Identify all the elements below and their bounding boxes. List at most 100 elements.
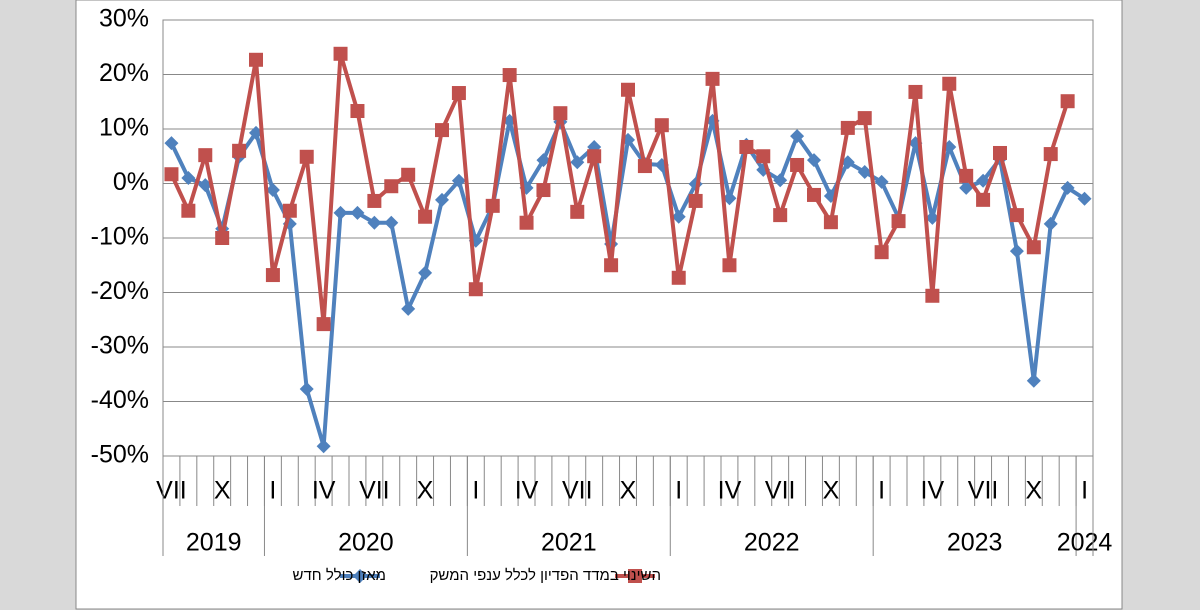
data-point [671,209,686,224]
x-tick-label: I [675,477,682,505]
data-point [282,203,297,218]
data-point [1077,191,1092,206]
data-point [316,439,331,454]
data-point [299,149,314,164]
series-line [169,51,1070,327]
x-tick-label: VII [562,477,593,505]
data-point [637,159,652,174]
data-point [621,82,635,97]
data-point [654,118,669,133]
y-tick-label: -50% [91,441,149,469]
data-point [384,215,399,230]
data-point [536,183,551,198]
data-point [942,76,957,91]
legend-marker [628,569,642,583]
data-point [350,205,365,220]
x-tick-label: VII [156,477,187,505]
year-label: 2020 [338,529,394,557]
data-point [739,139,754,154]
data-point [164,167,179,182]
data-point [1026,240,1041,255]
data-point [874,174,889,189]
data-point [705,71,720,86]
x-tick-label: X [620,477,637,505]
year-label: 2021 [541,529,597,557]
data-point [401,301,416,316]
data-point [722,258,737,273]
data-point [418,265,433,280]
data-point [570,155,585,170]
x-tick-label: IV [921,477,945,505]
y-tick-label: -40% [91,386,149,414]
x-tick-label: VII [359,477,390,505]
data-point [874,245,889,260]
chart-background [75,0,1123,610]
data-point [807,187,821,202]
data-point [790,157,805,172]
data-point [198,148,213,163]
data-point [536,153,551,168]
data-point [1043,147,1058,162]
data-point [1009,244,1024,259]
data-point [756,149,771,164]
x-tick-label: I [1081,477,1088,505]
data-point [265,268,280,283]
data-point [485,198,500,213]
year-label: 2022 [744,529,800,557]
legend-label: השינוי במדד הפדיון לכלל ענפי המשק [430,567,661,584]
data-point [891,214,906,229]
data-point [1043,216,1058,231]
data-point [435,123,449,138]
data-point [401,167,416,182]
data-point [570,204,585,219]
data-point [790,129,805,144]
data-point [840,120,855,135]
data-point [502,68,517,83]
data-point [671,270,686,285]
data-point [857,165,872,180]
year-label: 2023 [947,529,1003,557]
data-point [773,173,788,188]
data-point [333,205,348,220]
data-point [773,208,788,223]
x-tick-label: IV [312,477,336,505]
data-point [249,52,263,67]
year-label: 2019 [186,529,242,557]
data-point [823,215,838,230]
data-point [1026,373,1041,388]
data-point [925,288,940,303]
y-tick-label: -20% [91,277,149,305]
legend-marker [353,569,367,583]
data-point [451,173,466,188]
data-point [976,192,991,207]
x-tick-label: I [269,477,276,505]
x-tick-label: IV [515,477,539,505]
data-point [1060,180,1075,195]
data-point [1060,94,1075,109]
data-point [418,209,433,224]
x-tick-label: I [472,477,479,505]
data-point [587,149,602,164]
y-tick-label: 30% [99,5,149,33]
data-point [908,84,923,99]
y-tick-label: 20% [99,59,149,87]
y-tick-label: 10% [99,114,149,142]
data-point [688,193,703,208]
data-point [451,86,466,101]
data-point [316,317,331,332]
x-tick-label: X [214,477,231,505]
y-tick-label: -10% [91,223,149,251]
data-point [435,192,449,207]
x-tick-label: IV [718,477,742,505]
data-point [232,143,247,158]
data-point [519,215,534,230]
data-point [807,153,821,168]
data-point [164,136,179,151]
data-point [722,191,737,206]
legend-label: מאזן כולל חדש [293,567,386,584]
data-point [993,145,1007,160]
data-point [384,179,399,194]
plot-frame [162,19,1094,457]
data-point [181,203,196,218]
